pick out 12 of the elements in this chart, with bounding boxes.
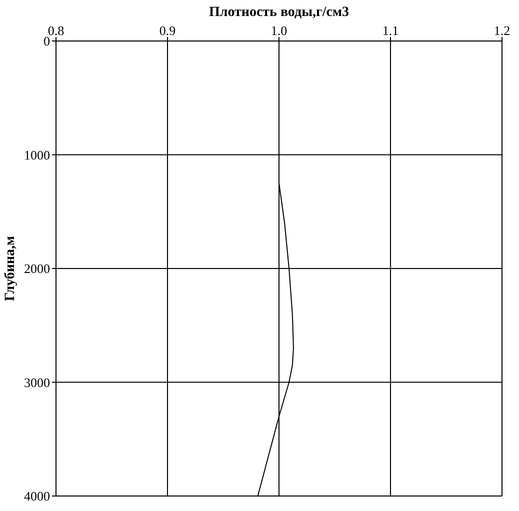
x-tick-label: 1.2 bbox=[494, 23, 510, 38]
y-tick-label: 4000 bbox=[24, 488, 50, 504]
y-tick-label: 0 bbox=[44, 34, 50, 49]
y-tick-label: 2000 bbox=[24, 261, 50, 276]
x-axis-title: Плотность воды,г/см3 bbox=[208, 5, 350, 20]
x-tick-label: 0.9 bbox=[159, 23, 176, 38]
y-axis-title: Глубина,м bbox=[3, 235, 18, 302]
x-tick-label: 1.0 bbox=[270, 23, 288, 38]
x-tick-label: 0.8 bbox=[48, 23, 64, 38]
x-tick-label: 1.1 bbox=[382, 23, 399, 38]
y-tick-label: 3000 bbox=[24, 374, 50, 390]
y-tick-label: 1000 bbox=[24, 147, 50, 162]
